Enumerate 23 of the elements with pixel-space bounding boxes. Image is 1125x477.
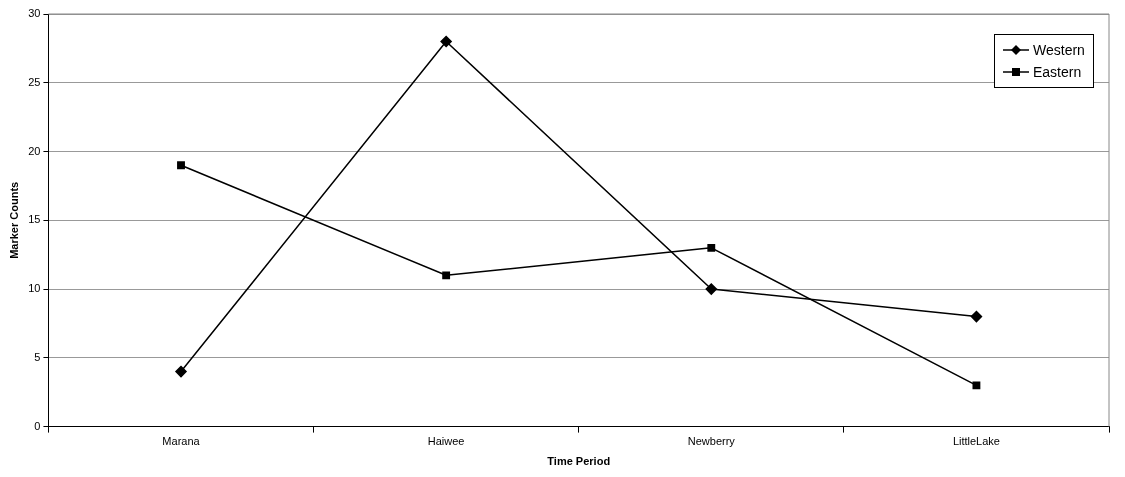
x-axis-title: Time Period: [547, 455, 611, 468]
y-tick-label: 5: [34, 350, 41, 363]
x-tick-label: Marana: [162, 435, 201, 448]
point: [972, 381, 981, 390]
x-tick-label: Newberry: [687, 435, 736, 448]
y-tick-label: 10: [28, 282, 41, 295]
y-tick-label: 20: [28, 144, 41, 157]
point: [707, 243, 716, 252]
point: [705, 283, 718, 295]
legend-label: Eastern: [1033, 63, 1082, 82]
x-tick-label: LittleLake: [952, 435, 1000, 448]
point: [970, 310, 983, 323]
legend-label: Western: [1033, 41, 1085, 60]
point: [175, 365, 187, 378]
y-axis-title: Marker Counts: [7, 181, 20, 259]
point: [177, 161, 185, 170]
y-tick-label: 30: [28, 7, 41, 20]
y-tick-label: 0: [34, 419, 41, 432]
y-tick-label: 15: [28, 213, 41, 226]
point: [440, 35, 452, 48]
y-tick-label: 25: [28, 75, 41, 88]
point: [442, 271, 451, 280]
x-tick-label: Haiwee: [427, 435, 465, 448]
